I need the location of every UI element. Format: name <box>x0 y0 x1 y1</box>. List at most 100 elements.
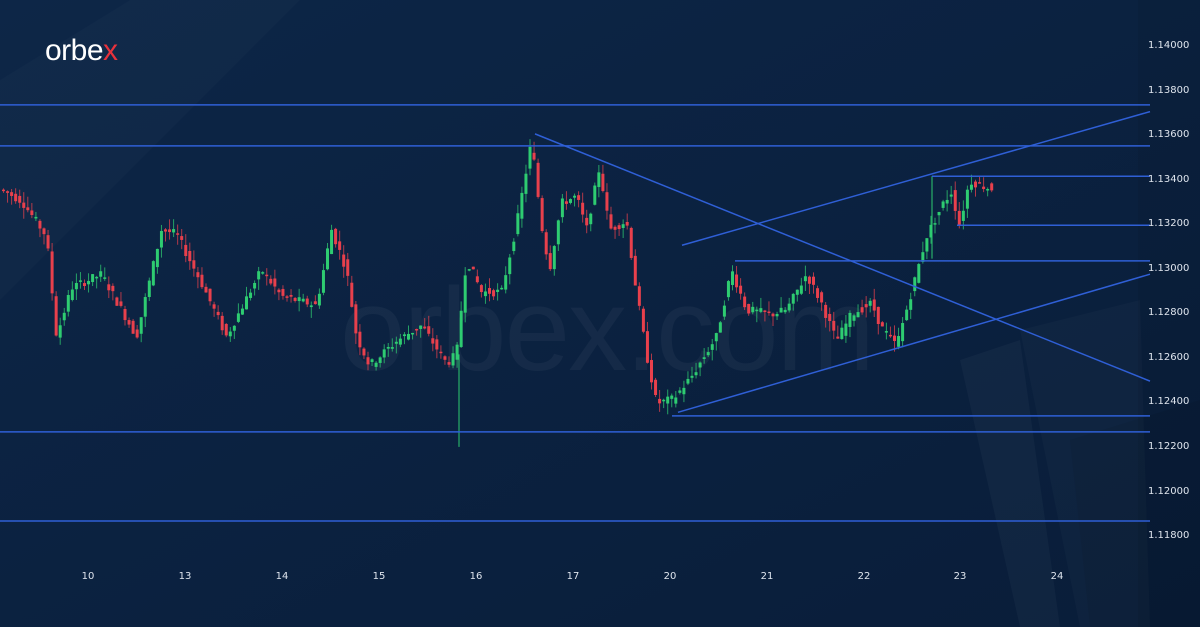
candle-body <box>500 287 504 290</box>
candle-body <box>386 346 390 349</box>
candle-body <box>423 326 427 329</box>
candle-body <box>26 207 30 211</box>
candle-body <box>317 293 321 306</box>
candle-body <box>407 333 410 340</box>
candle-body <box>520 192 524 219</box>
candle-body <box>50 251 54 294</box>
candle-body <box>435 339 439 350</box>
candle-body <box>795 289 799 295</box>
candle-body <box>625 221 629 226</box>
candle-body <box>2 189 5 192</box>
candle-body <box>965 189 969 209</box>
candle-body <box>560 198 564 218</box>
candle-body <box>945 199 949 204</box>
candle-body <box>662 399 666 402</box>
candle-body <box>382 349 386 358</box>
candle-body <box>820 292 824 303</box>
candle-body <box>654 379 658 395</box>
candle-body <box>358 331 362 348</box>
candle-body <box>475 276 479 283</box>
candle-body <box>747 303 751 314</box>
candle-body <box>633 255 637 286</box>
candle-body <box>196 272 200 278</box>
candle-body <box>326 248 329 270</box>
candle-body <box>95 276 99 279</box>
candle-body <box>378 357 382 363</box>
candle-body <box>650 360 653 383</box>
candle-body <box>540 198 544 232</box>
price-tick-label: 1.14000 <box>1148 40 1190 51</box>
candle-body <box>350 282 354 307</box>
candle-body <box>479 285 483 293</box>
candle-body <box>38 220 42 229</box>
candle-body <box>743 296 747 308</box>
price-tick-label: 1.12600 <box>1148 351 1190 363</box>
candle-body <box>836 336 840 339</box>
candle-body <box>188 250 192 262</box>
candle-body <box>609 214 613 229</box>
candle-body <box>390 347 394 349</box>
candle-body <box>216 311 220 316</box>
candle-body <box>398 338 402 345</box>
candle-body <box>172 229 176 233</box>
candle-body <box>285 296 289 298</box>
candle-body <box>74 283 78 290</box>
candle-body <box>755 309 759 312</box>
candle-body <box>46 235 50 249</box>
candle-body <box>228 331 232 337</box>
candle-body <box>22 202 26 208</box>
candle-body <box>305 298 309 305</box>
candle-body <box>949 194 953 197</box>
candle-body <box>281 288 285 296</box>
candle-body <box>856 312 860 318</box>
descending-resistance-line <box>534 133 1151 382</box>
candle-body <box>362 348 366 356</box>
candle-body <box>70 289 74 300</box>
candle-body <box>277 289 281 293</box>
candle-body <box>402 334 406 337</box>
candle-body <box>986 189 990 191</box>
candle-body <box>366 357 370 365</box>
candle-body <box>164 229 167 232</box>
date-tick-label: 10 <box>81 571 95 582</box>
candle-body <box>208 288 212 302</box>
candle-body <box>759 308 763 312</box>
candle-body <box>54 296 58 336</box>
candle-body <box>34 216 38 219</box>
candle-body <box>42 228 46 235</box>
candle-body <box>816 288 820 298</box>
logo-text: orbe <box>45 34 104 67</box>
candle-body <box>974 181 977 188</box>
candle-body <box>293 297 297 301</box>
candle-body <box>763 310 767 313</box>
candle-body <box>674 397 678 404</box>
candle-body <box>232 325 236 331</box>
candle-body <box>330 229 334 255</box>
candle-body <box>62 312 66 321</box>
candle-body <box>888 334 892 337</box>
candle-body <box>706 352 710 356</box>
candle-body <box>779 307 783 313</box>
price-tick-label: 1.13600 <box>1148 129 1190 141</box>
candle-body <box>224 323 228 336</box>
candle-body <box>771 313 775 317</box>
candle-body <box>848 312 852 327</box>
candle-body <box>641 308 645 332</box>
candle-body <box>443 356 447 360</box>
candle-body <box>504 275 508 290</box>
candle-body <box>439 351 443 354</box>
candle-body <box>767 311 771 314</box>
candle-body <box>593 185 597 205</box>
candle-body <box>589 213 593 225</box>
candle-body <box>103 277 107 279</box>
candle-body <box>978 182 982 184</box>
candle-body <box>488 288 491 294</box>
candle-body <box>516 213 520 235</box>
candle-body <box>941 201 945 208</box>
candle-body <box>87 280 91 285</box>
candle-body <box>897 336 901 347</box>
candle-body <box>621 224 625 228</box>
candle-body <box>119 301 123 306</box>
ascending-support-line <box>677 273 1151 414</box>
date-tick-label: 15 <box>372 571 386 582</box>
